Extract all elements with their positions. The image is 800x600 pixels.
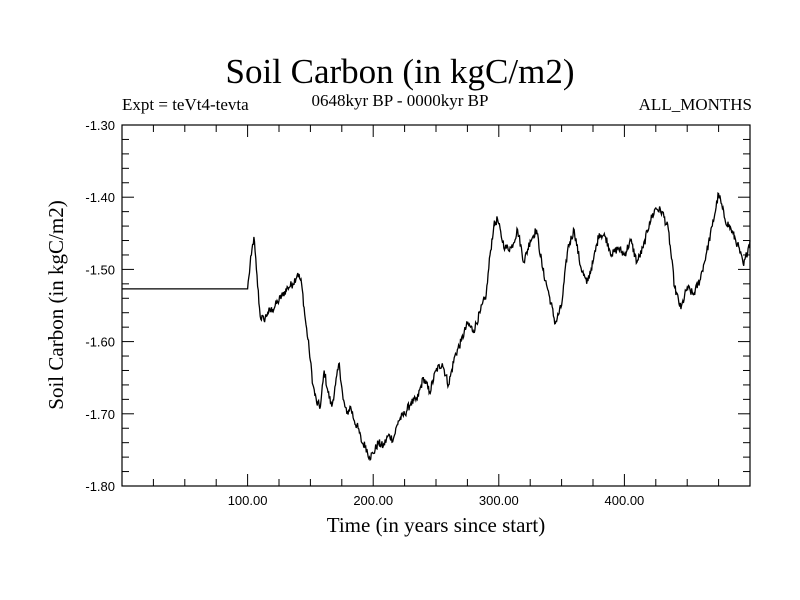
months-label: ALL_MONTHS [638, 95, 752, 114]
axis-tick-labels: 100.00 200.00 300.00 400.00 -1.30 -1.40 -1.50 -… [85, 118, 644, 508]
x-axis-label: Time (in years since start) [327, 513, 546, 537]
axis-ticks [122, 125, 750, 486]
chart-title: Soil Carbon (in kgC/m2) [225, 52, 575, 91]
x-tick-label: 200.00 [353, 493, 393, 508]
plot-frame [121, 124, 751, 487]
y-tick-label: -1.40 [85, 190, 115, 205]
y-tick-label: -1.30 [85, 118, 115, 133]
x-tick-label: 100.00 [228, 493, 268, 508]
y-axis-label: Soil Carbon (in kgC/m2) [44, 200, 68, 409]
series-line [122, 192, 751, 462]
y-tick-label: -1.80 [85, 479, 115, 494]
y-tick-label: -1.50 [85, 262, 115, 277]
time-range-label: 0648kyr BP - 0000kyr BP [311, 91, 489, 110]
experiment-label: Expt = teVt4-tevta [122, 95, 249, 114]
x-tick-label: 400.00 [605, 493, 645, 508]
x-tick-label: 300.00 [479, 493, 519, 508]
y-tick-label: -1.70 [85, 407, 115, 422]
y-tick-label: -1.60 [85, 335, 115, 350]
